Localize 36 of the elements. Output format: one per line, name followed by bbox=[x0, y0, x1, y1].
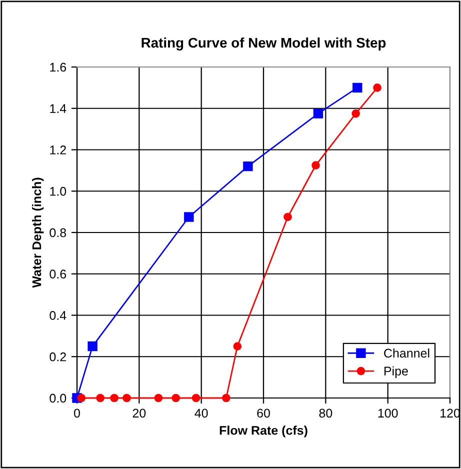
point bbox=[313, 108, 324, 118]
chart-title: Rating Curve of New Model with Step bbox=[142, 37, 386, 50]
x-tick-label: 100 bbox=[378, 408, 398, 418]
legend-label: Channel bbox=[384, 348, 430, 358]
point bbox=[96, 394, 104, 402]
point bbox=[88, 341, 98, 352]
y-tick-label: 1.6 bbox=[50, 62, 66, 72]
point bbox=[352, 82, 362, 93]
y-tick-label: 1.4 bbox=[50, 104, 66, 113]
point bbox=[184, 212, 194, 222]
y-tick-label: 1.2 bbox=[50, 146, 66, 154]
y-axis-title: Water Depth (inch) bbox=[32, 178, 44, 288]
x-tick-label: 80 bbox=[319, 408, 332, 418]
point bbox=[172, 394, 180, 402]
x-tick-label: 40 bbox=[194, 408, 208, 418]
point bbox=[110, 394, 118, 402]
x-tick-label: 0 bbox=[74, 408, 80, 418]
x-tick-label: 20 bbox=[132, 408, 146, 418]
point bbox=[222, 394, 230, 402]
x-tick-label: 60 bbox=[257, 408, 270, 418]
point bbox=[373, 84, 382, 92]
y-tick-label: 0.4 bbox=[50, 311, 66, 320]
x-axis-title: Flow Rate (cfs) bbox=[220, 426, 308, 438]
y-tick-label: 0.6 bbox=[50, 270, 66, 279]
point bbox=[233, 342, 242, 350]
y-tick-label: 1.0 bbox=[50, 186, 66, 196]
point bbox=[154, 394, 163, 402]
y-tick-label: 0.2 bbox=[50, 352, 66, 362]
point bbox=[284, 212, 292, 222]
point bbox=[243, 161, 253, 172]
point bbox=[122, 394, 131, 402]
point bbox=[352, 109, 360, 118]
legend-label: Pipe bbox=[384, 366, 408, 378]
point bbox=[312, 161, 320, 170]
y-tick-label: 0.0 bbox=[50, 394, 66, 403]
y-tick-label: 0.8 bbox=[50, 228, 66, 238]
